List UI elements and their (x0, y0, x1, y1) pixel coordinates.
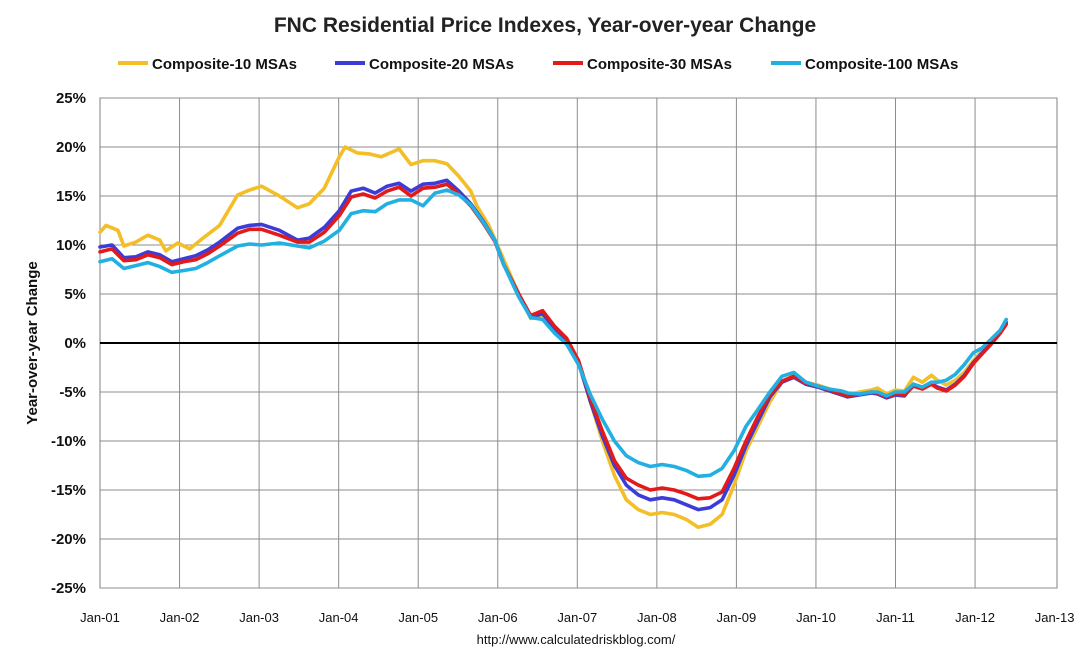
legend-label: Composite-20 MSAs (369, 56, 514, 73)
y-tick-label: -5% (59, 384, 86, 401)
source-url: http://www.calculatedriskblog.com/ (477, 632, 676, 647)
chart-title: FNC Residential Price Indexes, Year-over… (274, 14, 816, 37)
x-tick-label: Jan-12 (955, 610, 995, 625)
y-tick-label: 0% (64, 335, 86, 352)
x-tick-label: Jan-05 (398, 610, 438, 625)
y-axis-label: Year-over-year Change (24, 261, 41, 424)
axes: 25% 20% 15% 10% 5% 0% -5% -10% -15% -20% -25% Jan-0… (51, 90, 1075, 625)
legend: Composite-10 MSAs Composite-20 MSAs Compos… (118, 56, 958, 73)
x-tick-label: Jan-11 (876, 610, 915, 625)
x-tick-label: Jan-09 (717, 610, 757, 625)
series-line (98, 188, 1008, 479)
y-tick-label: 15% (56, 188, 86, 205)
y-tick-label: -20% (51, 531, 86, 548)
x-tick-label: Jan-06 (478, 610, 518, 625)
y-tick-label: -10% (51, 433, 86, 450)
x-tick-label: Jan-08 (637, 610, 677, 625)
x-tick-label: Jan-13 (1035, 610, 1075, 625)
y-tick-label: -15% (51, 482, 86, 499)
y-tick-label: -25% (51, 580, 86, 597)
x-tick-label: Jan-01 (80, 610, 120, 625)
x-tick-label: Jan-07 (557, 610, 597, 625)
legend-label: Composite-100 MSAs (805, 56, 958, 73)
y-tick-label: 20% (56, 139, 86, 156)
x-tick-label: Jan-03 (239, 610, 279, 625)
x-tick-label: Jan-04 (319, 610, 359, 625)
x-tick-label: Jan-02 (160, 610, 200, 625)
legend-label: Composite-10 MSAs (152, 56, 297, 73)
series-lines (98, 145, 1008, 529)
y-tick-label: 5% (64, 286, 86, 303)
y-tick-label: 25% (56, 90, 86, 107)
x-tick-label: Jan-10 (796, 610, 836, 625)
y-tick-label: 10% (56, 237, 86, 254)
legend-label: Composite-30 MSAs (587, 56, 732, 73)
